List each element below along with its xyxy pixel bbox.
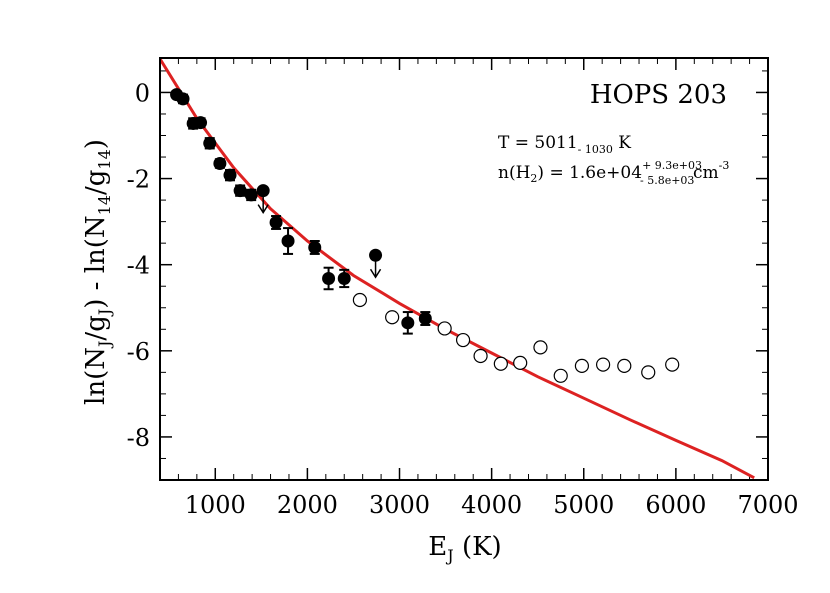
x-tick-label: 5000 [553,491,614,519]
filled-data-point [418,312,432,326]
y-tick-labels: 0 -2 -4 -6 -8 [127,79,150,451]
open-data-point [473,348,488,364]
x-tick-labels: 1000 2000 3000 4000 5000 6000 7000 [185,491,799,519]
source-label: HOPS 203 [590,80,727,110]
open-data-point [533,340,548,355]
filled-data-point [308,240,322,254]
y-tick-label: -6 [127,338,150,366]
temperature-annotation: T = 5011- 1030 K [498,133,631,156]
model-fit-curve [160,58,755,480]
open-data-point [493,356,508,371]
upper-limit-point [369,248,383,262]
data-points [170,88,680,383]
upper-limit-arrow-head [369,268,382,279]
filled-data-point [322,271,336,285]
open-data-point [513,355,528,370]
filled-data-point [244,188,258,202]
x-tick-label: 1000 [185,491,246,519]
filled-data-point [223,168,237,182]
filled-data-point [233,184,247,198]
plot-frame [159,57,769,481]
filled-data-point [337,271,351,285]
open-data-point [352,292,368,308]
open-data-point [455,332,471,348]
filled-data-point [281,234,295,248]
open-data-point [617,358,632,373]
open-data-point [574,358,590,373]
model-fit-curve-layer [160,58,755,480]
upper-limit-arrow-head [257,204,269,215]
density-annotation: n(H2) = 1.6e+04+ 9.3e+03- 5.8e+03cm-3 [498,159,729,187]
open-data-point [553,368,568,383]
y-tick-label: -8 [127,424,150,452]
filled-data-point [194,116,208,130]
x-tick-label: 7000 [737,491,798,519]
open-data-point [641,365,656,380]
filled-data-point [269,215,283,229]
open-data-point [385,310,400,325]
x-tick-label: 3000 [369,491,430,519]
filled-data-point [401,316,415,330]
filled-data-point [203,136,217,150]
x-tick-label: 6000 [645,491,706,519]
x-tick-label: 4000 [461,491,522,519]
filled-data-point [213,157,227,170]
filled-data-point [176,92,190,106]
y-axis-title: ln(NJ/gJ) - ln(N14/g14) [81,139,114,405]
open-data-point [596,357,611,372]
y-tick-label: 0 [135,79,150,107]
x-tick-label: 2000 [277,491,338,519]
x-axis-title: EJ (K) [428,532,501,565]
y-tick-label: -4 [127,252,150,280]
axis-ticks [160,58,769,481]
open-data-point [437,321,452,336]
y-tick-label: -2 [127,166,150,194]
open-data-point [665,357,680,372]
